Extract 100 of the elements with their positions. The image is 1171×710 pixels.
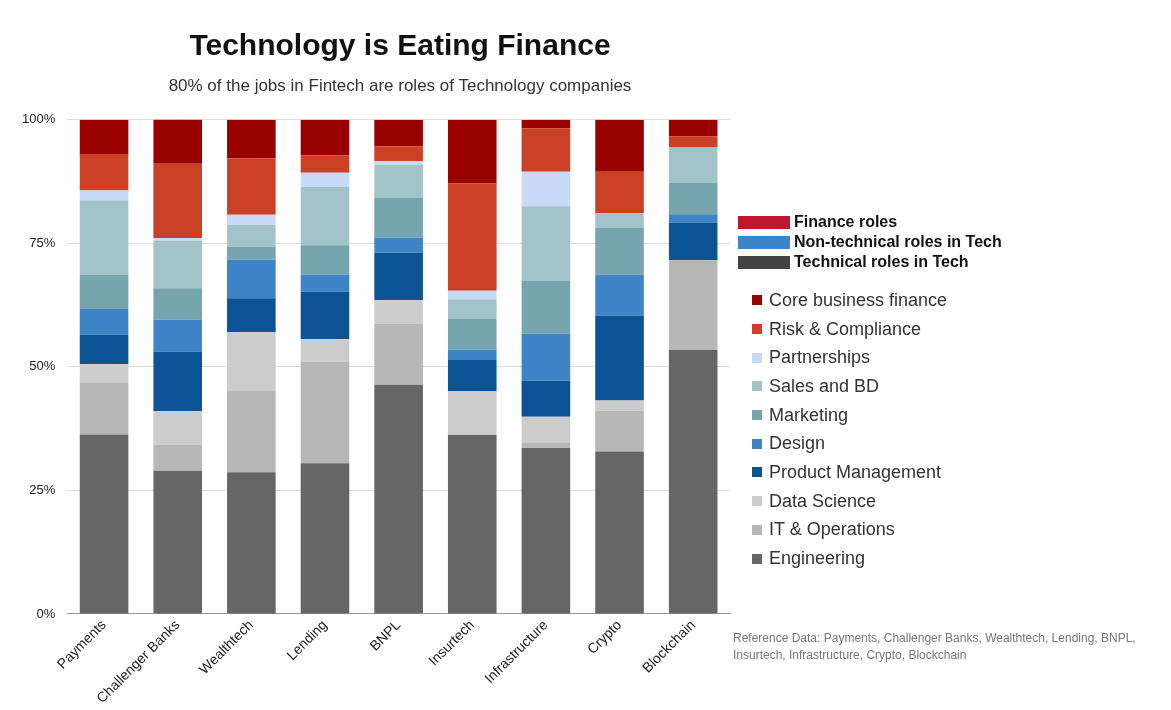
bar [447,391,497,436]
bar [374,119,423,147]
bar [227,225,276,247]
y-tick-label: 100% [22,111,56,127]
bar [227,259,276,299]
text: Non-technical roles in Tech [794,233,1002,251]
bar [300,172,350,188]
bar [668,147,718,184]
bar [447,183,497,291]
bar [668,222,718,261]
bar [595,213,644,229]
bar [227,298,276,333]
bar [227,391,276,473]
bar [300,274,350,292]
y-tick-label: 75% [29,234,56,250]
bar [447,290,497,300]
legend-label: Engineering [769,548,866,570]
bar [595,315,644,401]
bar [227,332,276,392]
bar [79,334,129,364]
bar [153,288,203,320]
bar [521,333,571,381]
bar [521,206,571,281]
bar [227,119,276,159]
bar [668,183,718,215]
bar [79,382,129,435]
bar [447,119,497,184]
bar [300,119,350,156]
legend-label: Product Management [769,461,942,483]
chart-subtitle: 80% of the jobs in Fintech are roles of Technology companies [167,76,633,96]
bar [595,400,644,411]
bar [300,361,350,464]
bar [595,274,644,316]
bar [521,280,571,334]
bar [153,411,203,445]
legend-label: Marketing [769,404,849,426]
bar [227,246,276,260]
bar [153,444,203,471]
bar [595,410,644,452]
bar [447,299,497,319]
bar [668,260,718,351]
legend-label: Sales and BD [769,375,880,397]
bar [374,323,423,385]
bar [79,434,129,614]
y-tick-label: 50% [29,358,56,374]
bar [521,447,571,614]
bar [521,442,571,448]
bar [447,318,497,350]
legend-label: Risk & Compliance [769,318,922,340]
bar [79,200,129,275]
bar [447,435,497,614]
chart-title: Technology is Eating Finance [188,28,612,62]
bar [227,158,276,215]
bar [79,190,129,201]
bar [300,463,350,614]
bar [521,380,571,417]
text: Finance roles [794,213,898,231]
bar [374,384,423,614]
y-tick-label: 25% [29,482,56,498]
bar [79,309,129,335]
bar [300,339,350,362]
bar [374,197,423,238]
bar [668,350,718,614]
bar [595,119,644,172]
bar [668,214,718,223]
bar [300,291,350,340]
bar [300,245,350,275]
bar [521,119,571,129]
bar [374,252,423,301]
bar [300,187,350,246]
legend-label: Design [769,433,826,455]
bar [447,359,497,392]
bar [521,416,571,443]
bar [374,161,423,165]
bar [521,171,571,207]
legend-label: Partnerships [769,347,871,369]
bar [153,163,203,238]
bar [153,351,203,412]
bar [153,240,203,289]
bar [79,363,129,383]
text: Reference Data: Payments, Challenger Banks, Wealthtech, Lending, BNPL, Insurtech, Infrastructure, Crypto, Blockchain [733,630,1137,664]
bar [595,228,644,275]
bar [153,119,203,164]
legend-label: Data Science [769,490,877,512]
bar [595,171,644,214]
bar [227,472,276,614]
legend-label: Core business finance [769,289,948,311]
bar [79,274,129,310]
bar [153,470,203,614]
bar [153,319,203,352]
legend-label: IT & Operations [769,519,895,541]
bar [79,119,129,154]
bar [668,136,718,148]
bar [300,155,350,173]
bar [447,349,497,360]
bar [374,237,423,253]
text: Technical roles in Tech [794,253,969,271]
bar [521,128,571,172]
bar [227,214,276,226]
bar [374,164,423,198]
